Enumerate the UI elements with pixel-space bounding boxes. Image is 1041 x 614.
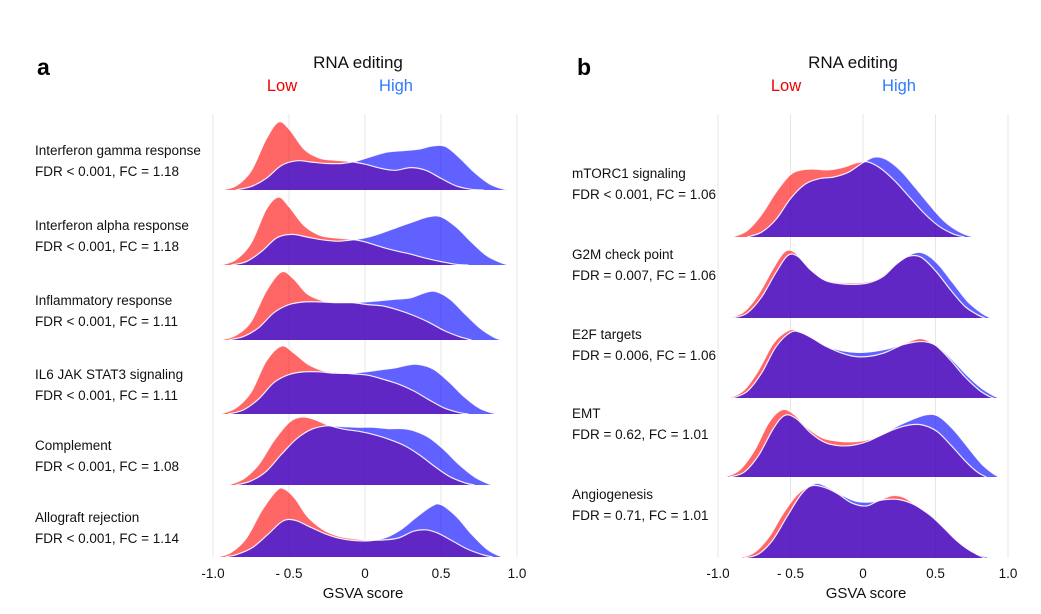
panel-a-row-6-high-density-outline: [225, 503, 505, 558]
panel-a-row-2-stats: FDR < 0.001, FC = 1.18: [35, 239, 180, 254]
panel-b-letter: b: [577, 54, 592, 80]
panel-b-row-5-pathway-name: Angiogenesis: [572, 487, 654, 502]
panel-b-row-3-label: E2F targets FDR = 0.006, FC = 1.06: [572, 324, 716, 366]
panel-a-row-3-high-density-outline: [228, 290, 503, 341]
panel-a-row-4-pathway-name: IL6 JAK STAT3 signaling: [35, 367, 184, 382]
panel-b-row-4-high-density-area: [729, 414, 1000, 477]
panel-b-row-4-low-density-outline: [725, 408, 987, 478]
panel-b-row-5-label: Angiogenesis FDR = 0.71, FC = 1.01: [572, 484, 709, 526]
panel-b-row-5-high-density-area: [744, 483, 991, 558]
panel-b-row-1-stats: FDR < 0.001, FC = 1.06: [572, 187, 717, 202]
panel-a-row-5-low-density-outline: [227, 416, 475, 486]
panel-a-row-2-high-density-outline: [231, 215, 510, 266]
panel-b-x-tick-2: 0: [859, 566, 867, 581]
panel-b-row-3-pathway-name: E2F targets: [572, 327, 642, 342]
panel-a-row-5-high-density-area: [235, 425, 493, 485]
panel-a-legend-high-label: High: [379, 77, 413, 95]
panel-a-row-1-stats: FDR < 0.001, FC = 1.18: [35, 164, 180, 179]
panel-a-x-axis-title: GSVA score: [322, 585, 404, 602]
panel-b-row-3-high-density-outline: [732, 330, 1000, 399]
panel-a-row-2-low-density-outline: [220, 196, 469, 266]
panel-b-x-axis-title: GSVA score: [825, 585, 907, 602]
panel-a-row-5-pathway-name: Complement: [35, 438, 112, 453]
panel-b-row-2-high-density-outline: [732, 251, 991, 319]
panel-a-x-tick-2: 0: [361, 566, 369, 581]
panel-b-row-2-high-density-area: [732, 252, 991, 318]
panel-a-row-5-high-density-outline: [235, 425, 493, 486]
panel-a-row-2-pathway-name: Interferon alpha response: [35, 218, 189, 233]
panel-b-row-1-label: mTORC1 signaling FDR < 0.001, FC = 1.06: [572, 163, 716, 205]
panel-a-row-1-high-density-outline: [235, 144, 510, 191]
panel-b-legend-title: RNA editing: [808, 53, 898, 72]
panel-a-row-4-high-density-outline: [228, 363, 499, 415]
panel-a-legend-low-label: Low: [266, 77, 298, 95]
panel-b-row-3-low-density-outline: [729, 328, 994, 399]
panel-a-row-4-label: IL6 JAK STAT3 signaling FDR < 0.001, FC =…: [35, 364, 183, 406]
panel-a-x-tick-0: -1.0: [201, 566, 225, 581]
panel-a-x-tick-4: 1.0: [507, 566, 527, 581]
panel-b-row-2-pathway-name: G2M check point: [572, 247, 674, 262]
panel-b-x-tick-4: 1.0: [998, 566, 1018, 581]
panel-b-x-tick-1: - 0.5: [776, 566, 805, 581]
panel-b-row-1-high-density-outline: [746, 156, 977, 238]
panel-a-row-1-pathway-name: Interferon gamma response: [35, 143, 201, 158]
panel-a-row-1-low-density-outline: [220, 121, 484, 191]
panel-a-row-6-label: Allograft rejection FDR < 0.001, FC = 1.1…: [35, 507, 179, 549]
panel-a-row-3-pathway-name: Inflammatory response: [35, 293, 173, 308]
panel-b-row-1-pathway-name: mTORC1 signaling: [572, 166, 686, 181]
panel-b-row-2-low-density-outline: [729, 249, 986, 319]
panel-a-x-tick-1: - 0.5: [275, 566, 303, 581]
panel-b-row-3-high-density-area: [732, 331, 1000, 398]
panel-b-row-5-stats: FDR = 0.71, FC = 1.01: [572, 508, 709, 523]
panel-b-row-1-high-density-area: [747, 156, 977, 237]
panel-b-row-4-high-density-outline: [729, 413, 1000, 478]
panel-a-row-5-stats: FDR < 0.001, FC = 1.08: [35, 459, 180, 474]
panel-b-row-5-high-density-outline: [743, 482, 991, 559]
panel-a-row-3-label: Inflammatory response FDR < 0.001, FC = 1…: [35, 290, 178, 332]
panel-a-row-6-pathway-name: Allograft rejection: [35, 510, 140, 525]
panel-b-row-2-stats: FDR = 0.007, FC = 1.06: [572, 268, 717, 283]
panel-b-row-3-stats: FDR = 0.006, FC = 1.06: [572, 348, 717, 363]
panel-b-x-tick-3: 0.5: [926, 566, 945, 581]
panel-a-row-2-label: Interferon alpha response FDR < 0.001, FC…: [35, 215, 189, 257]
panel-b-row-4-pathway-name: EMT: [572, 406, 601, 421]
panel-a-row-6-low-density-outline: [217, 487, 493, 558]
panel-b-row-2-label: G2M check point FDR = 0.007, FC = 1.06: [572, 244, 716, 286]
panel-a-row-6-stats: FDR < 0.001, FC = 1.14: [35, 531, 180, 546]
panel-a-legend-title: RNA editing: [313, 53, 403, 72]
panel-b-legend-high-label: High: [882, 77, 916, 95]
panel-a-row-6-high-density-area: [225, 503, 505, 557]
panel-a-row-1-label: Interferon gamma response FDR < 0.001, FC…: [35, 140, 201, 182]
panel-a-row-3-stats: FDR < 0.001, FC = 1.11: [35, 314, 179, 329]
panel-b-row-4-label: EMT FDR = 0.62, FC = 1.01: [572, 403, 709, 445]
panel-a-row-2-high-density-area: [231, 215, 510, 265]
panel-a-x-tick-3: 0.5: [431, 566, 451, 581]
panel-a-row-4-stats: FDR < 0.001, FC = 1.11: [35, 388, 179, 403]
panel-b-row-4-stats: FDR = 0.62, FC = 1.01: [572, 427, 709, 442]
panel-a-letter: a: [37, 54, 50, 80]
panel-b-x-tick-0: -1.0: [706, 566, 730, 581]
panel-b-legend-low-label: Low: [770, 77, 802, 95]
panel-a-row-5-label: Complement FDR < 0.001, FC = 1.08: [35, 435, 179, 477]
panel-b-row-1-low-density-outline: [732, 160, 965, 238]
